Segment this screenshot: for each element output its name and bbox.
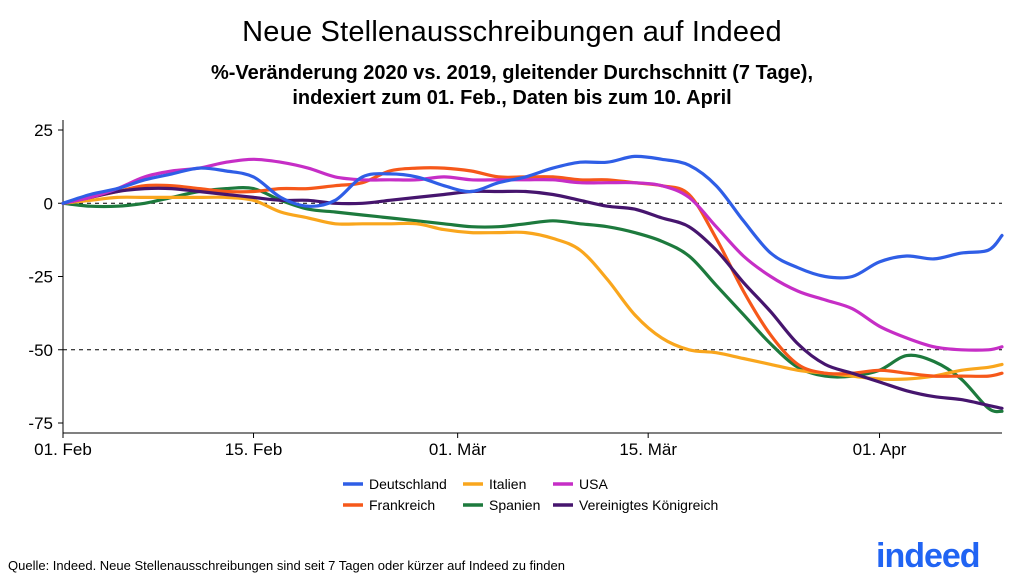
legend-label-frankreich: Frankreich <box>369 497 435 513</box>
legend: Deutschland Frankreich Italien Spanien USA Ve… <box>343 476 718 513</box>
axes <box>58 120 1002 438</box>
chart-subtitle-line2: indexiert zum 01. Feb., Daten bis zum 10… <box>292 87 732 109</box>
y-tick-label: 0 <box>44 194 53 213</box>
legend-label-italien: Italien <box>489 476 526 492</box>
legend-label-vereinigtes-k-nigreich: Vereinigtes Königreich <box>579 497 718 513</box>
legend-label-deutschland: Deutschland <box>369 476 447 492</box>
series-lines <box>61 154 1004 414</box>
chart-subtitle-line1: %-Veränderung 2020 vs. 2019, gleitender … <box>210 62 814 84</box>
legend-label-usa: USA <box>579 476 608 492</box>
x-tick-label: 01. Apr <box>853 440 907 459</box>
series-line-italien <box>61 195 1004 381</box>
series-line-usa <box>61 157 1004 352</box>
y-tick-labels: 25 0 -25 -50 -75 <box>28 121 53 433</box>
series-line-deutschland <box>61 154 1004 280</box>
indeed-logo: indeed <box>876 537 981 575</box>
x-tick-label: 01. Mär <box>429 440 487 459</box>
series-line-vereinigtes-k-nigreich <box>61 186 1004 410</box>
x-tick-label: 01. Feb <box>34 440 92 459</box>
y-tick-label: -25 <box>28 268 53 287</box>
reference-lines <box>63 202 1002 351</box>
y-tick-label: -50 <box>28 341 53 360</box>
y-tick-label: -75 <box>28 414 53 433</box>
legend-label-spanien: Spanien <box>489 497 540 513</box>
x-tick-labels: 01. Feb 15. Feb 01. Mär 15. Mär 01. Apr <box>34 440 907 459</box>
x-tick-label: 15. Mär <box>619 440 677 459</box>
chart-title: Neue Stellenausschreibungen auf Indeed <box>242 16 782 48</box>
x-tick-label: 15. Feb <box>225 440 283 459</box>
y-tick-label: 25 <box>34 121 53 140</box>
source-note: Quelle: Indeed. Neue Stellenausschreibun… <box>8 558 565 573</box>
